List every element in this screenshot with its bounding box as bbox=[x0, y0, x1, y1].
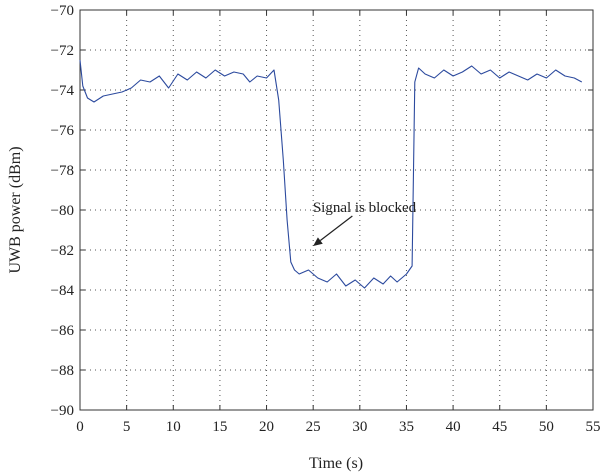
y-tick-label: −74 bbox=[51, 83, 75, 99]
x-tick-label: 40 bbox=[446, 419, 461, 435]
y-tick-label: −82 bbox=[51, 243, 74, 259]
x-tick-label: 25 bbox=[306, 419, 321, 435]
y-axis-title: UWB power (dBm) bbox=[7, 146, 24, 273]
y-tick-label: −80 bbox=[51, 203, 74, 219]
x-tick-label: 10 bbox=[166, 419, 181, 435]
x-tick-label: 30 bbox=[352, 419, 367, 435]
x-tick-label: 55 bbox=[586, 419, 600, 435]
y-tick-label: −86 bbox=[51, 323, 75, 339]
y-tick-label: −90 bbox=[51, 403, 74, 419]
annotation-arrow bbox=[319, 215, 353, 242]
x-tick-label: 50 bbox=[539, 419, 554, 435]
x-tick-label: 45 bbox=[492, 419, 507, 435]
y-tick-label: −70 bbox=[51, 3, 74, 19]
y-tick-label: −88 bbox=[51, 363, 74, 379]
x-axis-title: Time (s) bbox=[309, 455, 363, 472]
axis-ticks bbox=[79, 9, 594, 411]
annotation-arrowhead bbox=[313, 237, 323, 246]
y-tick-label: −72 bbox=[51, 43, 74, 59]
x-tick-label: 20 bbox=[259, 419, 274, 435]
x-tick-label: 5 bbox=[123, 419, 131, 435]
y-tick-label: −84 bbox=[51, 283, 75, 299]
x-tick-label: 0 bbox=[76, 419, 84, 435]
x-tick-labels: 0 5 10 15 20 25 30 35 40 45 50 55 bbox=[76, 419, 600, 435]
annotation-label: Signal is blocked bbox=[313, 200, 417, 216]
series-line bbox=[79, 59, 583, 289]
x-tick-label: 35 bbox=[399, 419, 414, 435]
grid-lines bbox=[80, 10, 593, 410]
y-tick-labels: −90 −88 −86 −84 −82 −80 −78 −76 −74 −72 −70 bbox=[51, 3, 75, 419]
y-tick-label: −78 bbox=[51, 163, 74, 179]
y-tick-label: −76 bbox=[51, 123, 75, 139]
x-tick-label: 15 bbox=[212, 419, 227, 435]
